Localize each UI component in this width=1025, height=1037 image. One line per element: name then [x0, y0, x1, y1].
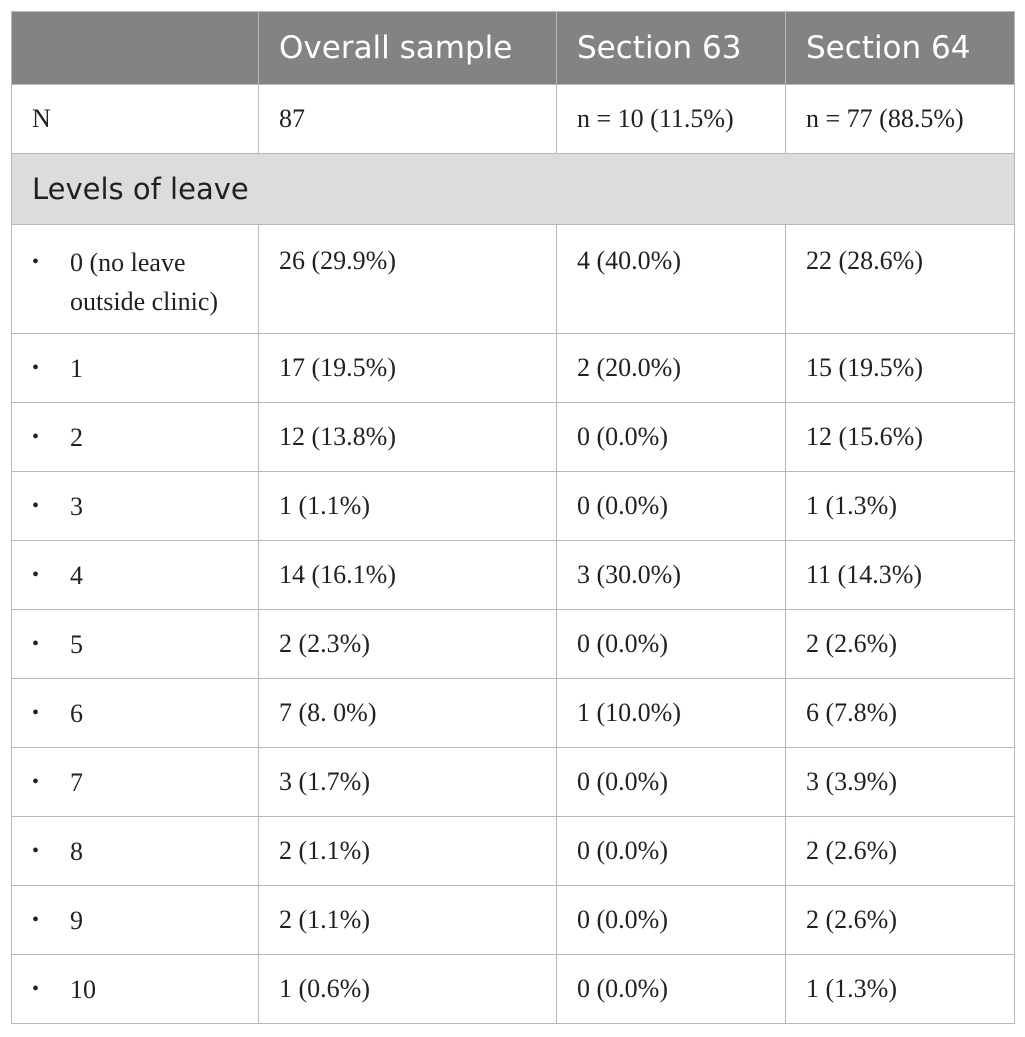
section-64-cell: 2 (2.6%)	[785, 816, 1015, 886]
bullet-icon: •	[32, 770, 40, 793]
section-63-cell: 2 (20.0%)	[556, 333, 786, 403]
header-section-63: Section 63	[556, 11, 786, 85]
section-64-cell: 3 (3.9%)	[785, 747, 1015, 817]
bullet-icon: •	[32, 632, 40, 655]
section-64-cell: 11 (14.3%)	[785, 540, 1015, 610]
overall-cell: 1 (1.1%)	[258, 471, 557, 541]
section-64-cell: 22 (28.6%)	[785, 224, 1015, 334]
section-64-cell: 2 (2.6%)	[785, 885, 1015, 955]
table-row: • 9 2 (1.1%) 0 (0.0%) 2 (2.6%)	[11, 885, 1015, 955]
table-row: • 4 14 (16.1%) 3 (30.0%) 11 (14.3%)	[11, 540, 1015, 610]
bullet-icon: •	[32, 908, 40, 931]
level-cell: • 1	[11, 333, 259, 403]
level-label: 7	[70, 767, 83, 797]
section-63-cell: 1 (10.0%)	[556, 678, 786, 748]
level-label: 5	[70, 629, 83, 659]
section-row: Levels of leave	[11, 153, 1015, 225]
bullet-icon: •	[32, 356, 40, 379]
section-64-cell: 6 (7.8%)	[785, 678, 1015, 748]
overall-cell: 2 (1.1%)	[258, 816, 557, 886]
section-63-cell: 0 (0.0%)	[556, 816, 786, 886]
level-label: 4	[70, 560, 83, 590]
level-cell: • 9	[11, 885, 259, 955]
section-63-cell: 0 (0.0%)	[556, 402, 786, 472]
level-label: 10	[70, 974, 96, 1004]
section-63-cell: 0 (0.0%)	[556, 609, 786, 679]
n-section-64: n = 77 (88.5%)	[785, 84, 1015, 154]
header-section-64: Section 64	[785, 11, 1015, 85]
section-64-cell: 15 (19.5%)	[785, 333, 1015, 403]
bullet-icon: •	[32, 977, 40, 1000]
level-label: 1	[70, 353, 83, 383]
table-row: • 0 (no leave outside clinic) 26 (29.9%)…	[11, 224, 1015, 334]
level-cell: • 0 (no leave outside clinic)	[11, 224, 259, 334]
overall-cell: 12 (13.8%)	[258, 402, 557, 472]
level-label-line1: 0 (no leave	[70, 248, 186, 277]
level-cell: • 4	[11, 540, 259, 610]
header-overall-sample: Overall sample	[258, 11, 557, 85]
n-row: N 87 n = 10 (11.5%) n = 77 (88.5%)	[11, 84, 1015, 154]
level-label: 0 (no leave outside clinic)	[70, 243, 218, 321]
section-63-cell: 0 (0.0%)	[556, 471, 786, 541]
header-row: Overall sample Section 63 Section 64	[11, 11, 1015, 85]
overall-cell: 3 (1.7%)	[258, 747, 557, 817]
level-label: 2	[70, 422, 83, 452]
section-63-cell: 0 (0.0%)	[556, 885, 786, 955]
section-64-cell: 12 (15.6%)	[785, 402, 1015, 472]
level-label: 8	[70, 836, 83, 866]
table-row: • 1 17 (19.5%) 2 (20.0%) 15 (19.5%)	[11, 333, 1015, 403]
level-cell: • 7	[11, 747, 259, 817]
section-63-cell: 4 (40.0%)	[556, 224, 786, 334]
level-cell: • 6	[11, 678, 259, 748]
table-row: • 7 3 (1.7%) 0 (0.0%) 3 (3.9%)	[11, 747, 1015, 817]
overall-cell: 2 (1.1%)	[258, 885, 557, 955]
table-row: • 5 2 (2.3%) 0 (0.0%) 2 (2.6%)	[11, 609, 1015, 679]
overall-cell: 1 (0.6%)	[258, 954, 557, 1024]
overall-cell: 7 (8. 0%)	[258, 678, 557, 748]
bullet-icon: •	[32, 494, 40, 517]
n-section-63: n = 10 (11.5%)	[556, 84, 786, 154]
bullet-icon: •	[32, 839, 40, 862]
bullet-icon: •	[32, 251, 40, 273]
bullet-icon: •	[32, 701, 40, 724]
level-label: 3	[70, 491, 83, 521]
overall-cell: 26 (29.9%)	[258, 224, 557, 334]
section-64-cell: 1 (1.3%)	[785, 471, 1015, 541]
level-cell: • 3	[11, 471, 259, 541]
overall-cell: 17 (19.5%)	[258, 333, 557, 403]
bullet-icon: •	[32, 563, 40, 586]
section-63-cell: 0 (0.0%)	[556, 747, 786, 817]
section-63-cell: 0 (0.0%)	[556, 954, 786, 1024]
n-overall: 87	[258, 84, 557, 154]
table-row: • 10 1 (0.6%) 0 (0.0%) 1 (1.3%)	[11, 954, 1015, 1024]
level-cell: • 5	[11, 609, 259, 679]
table-row: • 6 7 (8. 0%) 1 (10.0%) 6 (7.8%)	[11, 678, 1015, 748]
leave-levels-table: Overall sample Section 63 Section 64 N 8…	[11, 11, 1015, 1024]
table-row: • 3 1 (1.1%) 0 (0.0%) 1 (1.3%)	[11, 471, 1015, 541]
header-empty	[11, 11, 259, 85]
section-64-cell: 2 (2.6%)	[785, 609, 1015, 679]
overall-cell: 14 (16.1%)	[258, 540, 557, 610]
level-label: 9	[70, 905, 83, 935]
table-row: • 2 12 (13.8%) 0 (0.0%) 12 (15.6%)	[11, 402, 1015, 472]
level-cell: • 10	[11, 954, 259, 1024]
level-label: 6	[70, 698, 83, 728]
section-label-levels-of-leave: Levels of leave	[11, 153, 1015, 225]
bullet-icon: •	[32, 425, 40, 448]
level-label-line2: outside clinic)	[70, 287, 219, 316]
section-63-cell: 3 (30.0%)	[556, 540, 786, 610]
level-cell: • 2	[11, 402, 259, 472]
section-64-cell: 1 (1.3%)	[785, 954, 1015, 1024]
n-label: N	[11, 84, 259, 154]
overall-cell: 2 (2.3%)	[258, 609, 557, 679]
level-cell: • 8	[11, 816, 259, 886]
table-row: • 8 2 (1.1%) 0 (0.0%) 2 (2.6%)	[11, 816, 1015, 886]
